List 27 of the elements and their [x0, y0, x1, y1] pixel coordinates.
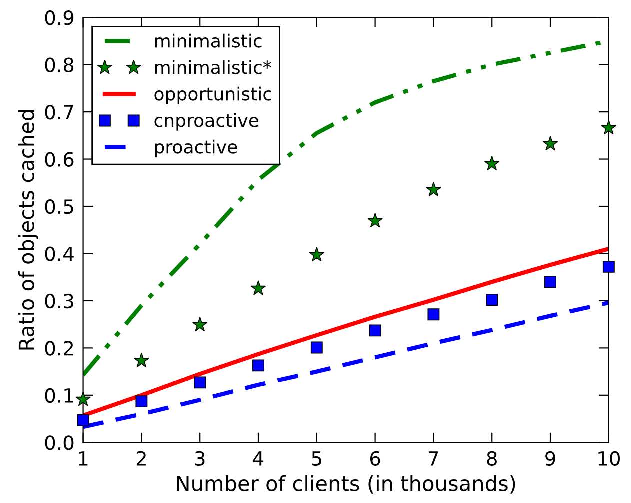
legend-label: minimalistic [155, 34, 262, 48]
legend-label: opportunistic [154, 86, 272, 104]
x-tick-label: 8 [487, 451, 497, 466]
legend-label: minimalistic* [155, 60, 272, 74]
y-tick-label: 0.0 [45, 436, 74, 450]
x-tick-label: 5 [312, 452, 322, 466]
y-tick-label: 0.7 [45, 105, 74, 120]
y-tick-label: 0.9 [45, 10, 74, 26]
x-tick-label: 7 [429, 452, 438, 466]
y-tick-label: 0.1 [45, 388, 74, 404]
y-tick-label: 0.3 [45, 294, 74, 309]
y-tick-label: 0.5 [45, 199, 74, 214]
legend-label: proactive [155, 140, 238, 158]
legend-label: cnproactive [154, 113, 259, 131]
x-tick-label: 3 [195, 451, 205, 466]
x-axis-title: Number of clients (in thousands) [177, 475, 516, 494]
x-tick-label: 10 [598, 451, 620, 466]
x-tick-label: 4 [253, 452, 264, 466]
y-tick-label: 0.6 [45, 152, 74, 167]
y-axis-title: Ratio of objects cached [18, 110, 38, 350]
y-tick-label: 0.4 [45, 246, 74, 262]
y-tick-label: 0.2 [45, 341, 74, 356]
y-tick-label: 0.8 [45, 58, 74, 72]
x-tick-label: 6 [370, 451, 380, 466]
x-tick-label: 2 [136, 451, 146, 466]
x-tick-label: 1 [79, 452, 88, 466]
x-tick-label: 9 [546, 451, 556, 466]
